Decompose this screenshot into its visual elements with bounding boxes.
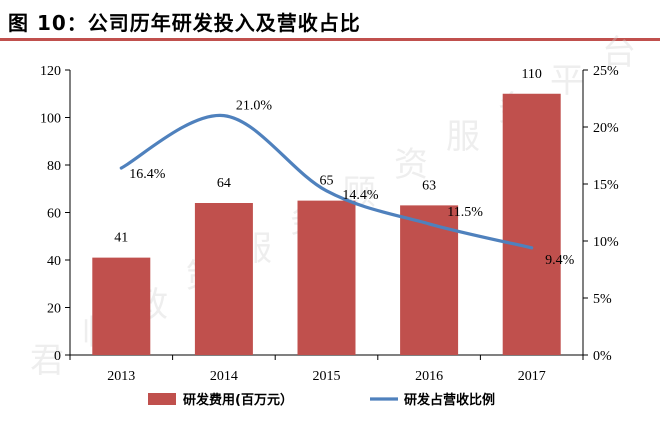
bar-value-label: 65 [320,174,334,189]
title-underline [0,38,660,41]
y-right-tick-label: 5% [593,292,612,307]
bars-layer [92,93,561,355]
legend-swatch-bar [148,393,176,405]
y-right-tick-label: 10% [593,235,619,250]
y-left-tick-label: 0 [54,349,61,364]
x-tick-label: 2014 [210,369,238,384]
watermark-glyph: 台 [602,33,636,73]
line-layer [119,113,534,250]
y-right-tick-label: 20% [593,121,619,136]
legend-label-line: 研发占营收比例 [404,392,495,408]
bar-value-label: 64 [217,176,231,191]
y-left-tick-label: 100 [40,112,61,127]
y-right-tick-label: 25% [593,64,619,79]
bar-value-label: 63 [422,178,436,193]
x-tick-label: 2013 [107,369,135,384]
bar-value-label: 41 [114,231,128,246]
figure-title-bar: 图 10：公司历年研发投入及营收占比 [0,0,660,41]
bar-value-label: 110 [521,67,541,82]
bar [194,203,253,355]
bar [502,93,561,355]
x-tick-label: 2015 [313,369,341,384]
bar [297,200,356,355]
line-value-label: 21.0% [236,99,273,114]
x-tick-label: 2016 [415,369,443,384]
y-left-tick-label: 60 [47,207,61,222]
watermark-glyph: 资 [394,145,428,185]
y-right-tick-label: 15% [593,178,619,193]
watermark-glyph: 服 [446,117,480,157]
legend-label-bar: 研发费用(百万元） [183,392,293,408]
line-value-label: 14.4% [342,188,379,203]
bar [92,257,151,355]
legend: 研发费用(百万元） 研发占营收比例 [148,392,495,408]
y-right-tick-label: 0% [593,349,612,364]
line-value-label: 9.4% [545,253,575,268]
x-tick-label: 2017 [518,369,546,384]
line-series-path [119,113,534,250]
y-left-tick-label: 120 [40,64,61,79]
line-value-label: 16.4% [129,167,166,182]
line-value-label: 11.5% [447,205,483,220]
axes-layer: 0 20 40 60 80 100 120 0% 5% 10% 15% 20% 25% 2013 2014 2… [40,64,619,384]
watermark-glyph: 君 [30,341,64,381]
data-labels-layer: 41 64 65 63 110 16.4% 21.0% 14.4% 11.5% 9.4% [114,67,574,268]
y-left-tick-label: 20 [47,302,61,317]
figure-title: 图 10：公司历年研发投入及营收占比 [8,11,361,35]
y-left-tick-label: 40 [47,254,61,269]
y-left-tick-label: 80 [47,159,61,174]
